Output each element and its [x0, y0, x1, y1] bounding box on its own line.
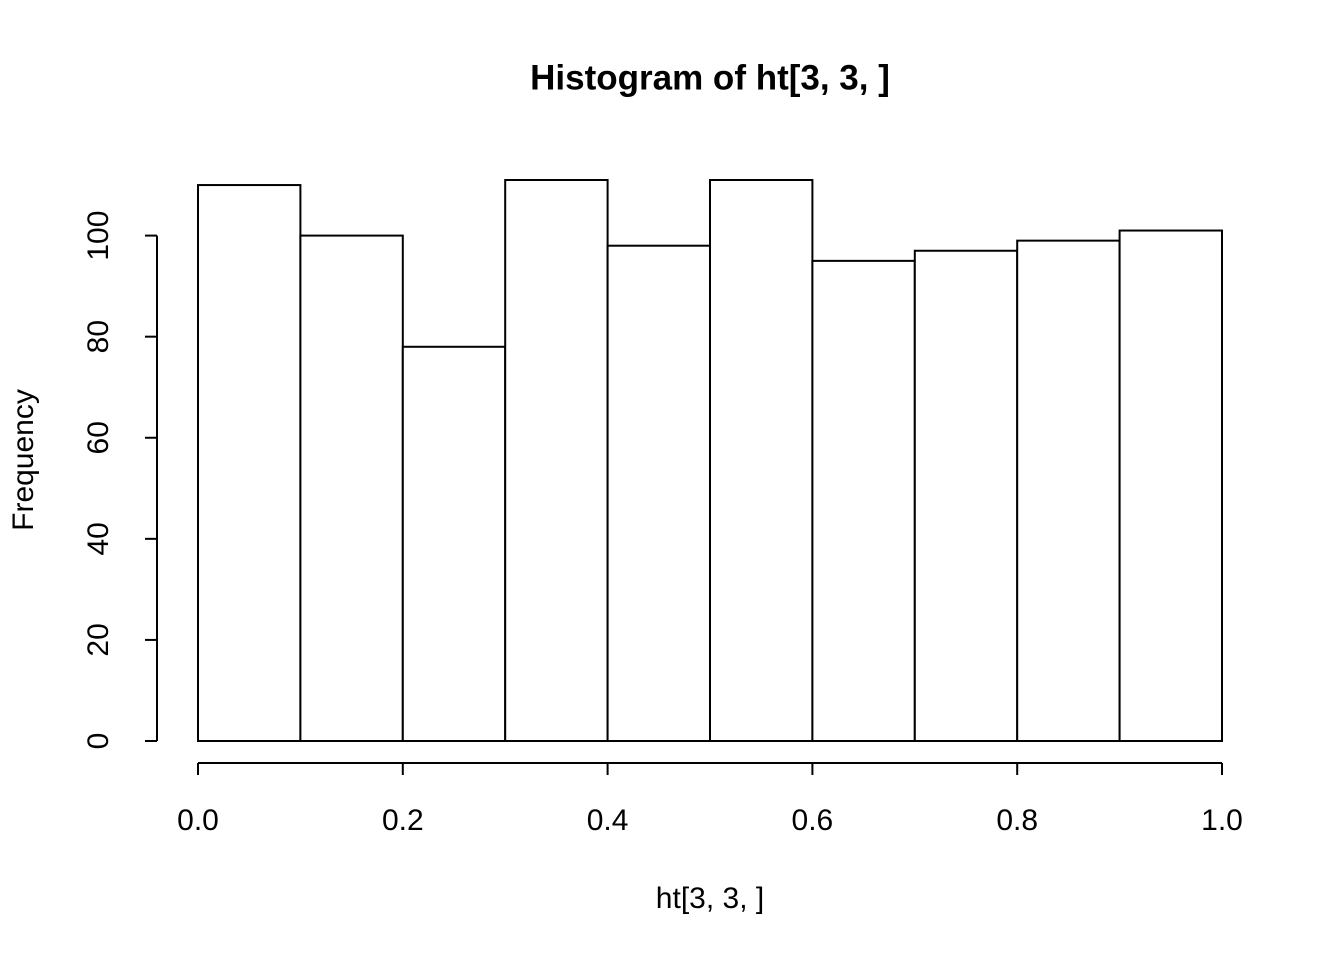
bar: [709, 179, 814, 742]
x-tick-label: 0.8: [996, 804, 1038, 837]
chart-title: Histogram of ht[3, 3, ]: [530, 58, 890, 97]
x-tick-label: 0.0: [177, 804, 219, 837]
x-tick-label: 0.2: [382, 804, 424, 837]
y-tick-label: 100: [82, 211, 115, 261]
x-axis-label: ht[3, 3, ]: [656, 882, 764, 915]
bar: [504, 179, 609, 742]
x-tick-label: 1.0: [1201, 804, 1243, 837]
x-tick-label: 0.4: [587, 804, 629, 837]
bar: [197, 184, 302, 742]
y-tick-label: 20: [82, 623, 115, 656]
y-tick-label: 40: [82, 522, 115, 555]
bar: [606, 244, 711, 742]
y-tick-label: 60: [82, 421, 115, 454]
y-tick-label: 0: [82, 733, 115, 750]
x-tick-label: 0.6: [792, 804, 834, 837]
bar: [913, 249, 1019, 743]
y-tick-label: 80: [82, 320, 115, 353]
bar: [811, 259, 916, 742]
bar: [401, 345, 507, 742]
bar: [1016, 239, 1121, 742]
y-axis-label: Frequency: [7, 389, 40, 531]
bar: [1118, 229, 1223, 743]
bar: [299, 234, 404, 742]
